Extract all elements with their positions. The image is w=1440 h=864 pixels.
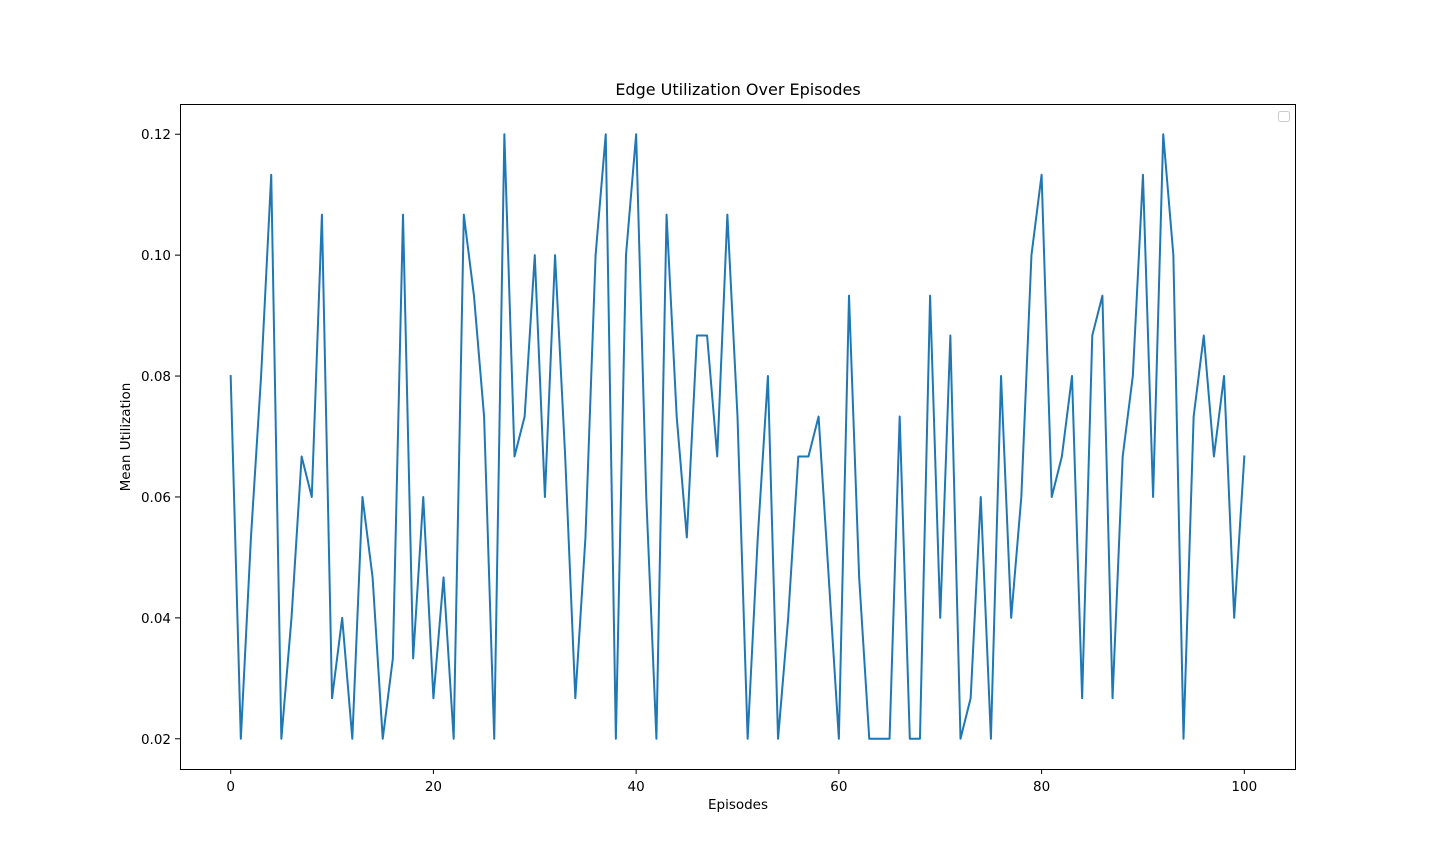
x-tick-label: 100	[1231, 779, 1257, 795]
legend-box[interactable]	[1278, 111, 1290, 122]
x-axis-label: Episodes	[708, 797, 768, 813]
y-tick-label: 0.02	[141, 732, 171, 748]
y-axis-label: Mean Utilization	[118, 383, 134, 492]
y-tick-label: 0.08	[141, 369, 171, 385]
y-axis: 0.02 0.04 0.06 0.08 0.10 0.12	[141, 127, 180, 748]
y-tick-label: 0.04	[141, 611, 171, 627]
chart-title: Edge Utilization Over Episodes	[615, 80, 860, 99]
plot-frame	[180, 104, 1296, 770]
x-tick-label: 0	[226, 779, 235, 795]
series-line	[229, 133, 1246, 740]
plot-area	[229, 133, 1246, 740]
x-tick-label: 80	[1033, 779, 1050, 795]
x-tick-label: 20	[425, 779, 442, 795]
y-tick-label: 0.12	[141, 127, 171, 143]
x-tick-label: 40	[628, 779, 645, 795]
y-tick-label: 0.06	[141, 490, 171, 506]
y-tick-label: 0.10	[141, 248, 171, 264]
x-tick-label: 60	[830, 779, 847, 795]
x-axis: 0 20 40 60 80 100	[226, 769, 1257, 795]
